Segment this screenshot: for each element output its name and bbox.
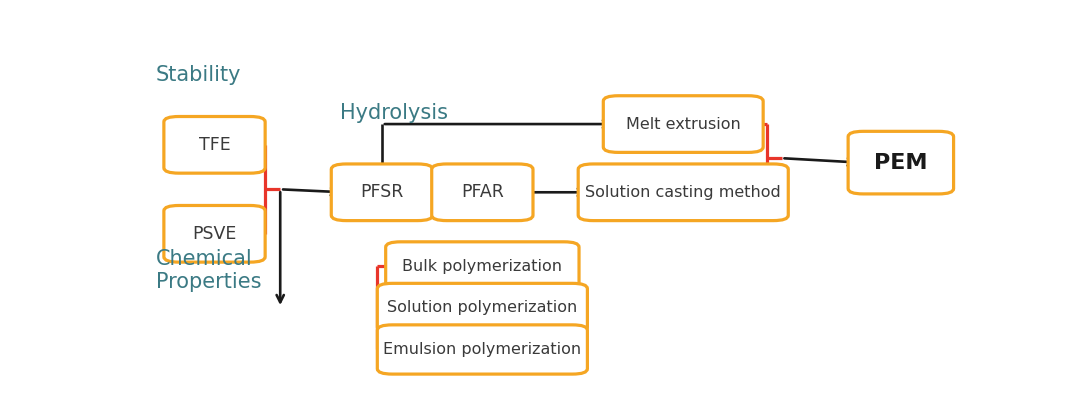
Text: Solution casting method: Solution casting method [585,185,781,200]
FancyBboxPatch shape [578,164,788,220]
FancyBboxPatch shape [164,116,266,173]
Text: TFE: TFE [199,136,230,154]
FancyBboxPatch shape [848,131,954,194]
Text: PFAR: PFAR [461,183,503,201]
FancyBboxPatch shape [377,325,588,374]
FancyBboxPatch shape [604,96,764,152]
Text: Hydrolysis: Hydrolysis [340,103,448,123]
Text: Emulsion polymerization: Emulsion polymerization [383,342,581,357]
Text: PSVE: PSVE [192,225,237,243]
FancyBboxPatch shape [377,283,588,332]
Text: Melt extrusion: Melt extrusion [626,116,741,131]
Text: PEM: PEM [874,153,928,173]
FancyBboxPatch shape [332,164,433,220]
Text: Solution polymerization: Solution polymerization [388,300,578,315]
Text: PFSR: PFSR [361,183,404,201]
Text: Stability: Stability [156,65,242,85]
Text: Bulk polymerization: Bulk polymerization [403,259,563,274]
FancyBboxPatch shape [432,164,534,220]
Text: Chemical
Properties: Chemical Properties [156,249,261,292]
FancyBboxPatch shape [386,242,579,291]
FancyBboxPatch shape [164,206,266,262]
